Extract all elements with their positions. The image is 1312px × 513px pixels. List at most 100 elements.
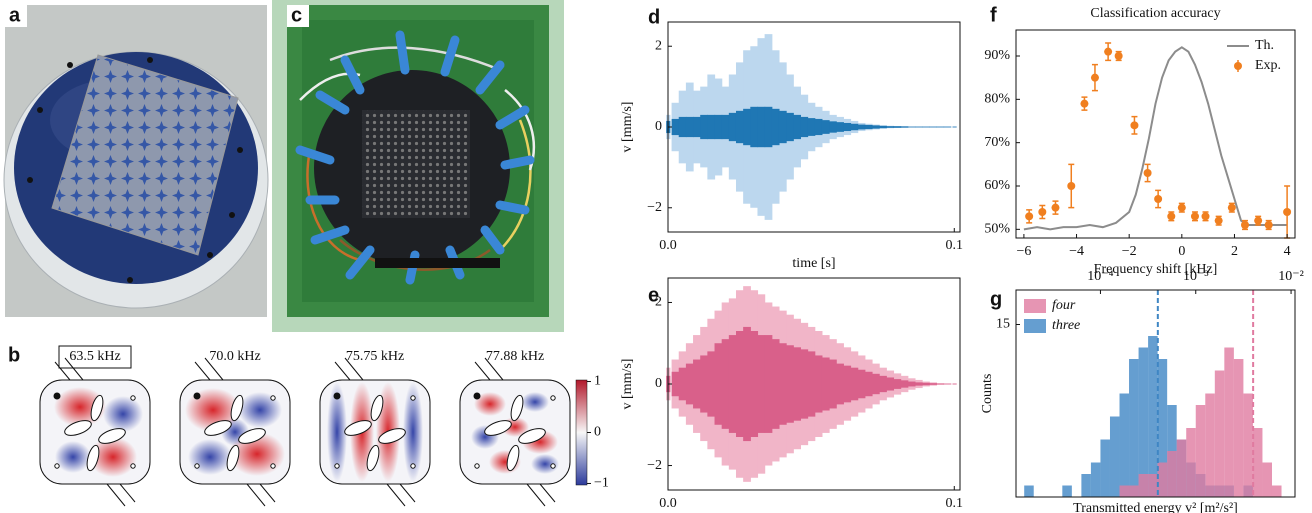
field [531,454,559,474]
x-tick-label: 10⁻⁴ [1087,269,1113,284]
exp-point [1177,203,1186,212]
frequency-label: 77.88 kHz [486,349,544,364]
amplitude [757,335,766,433]
hole [226,444,240,472]
photo-wafer [3,5,269,317]
legend-label: Exp. [1255,58,1281,73]
amplitude [864,124,873,130]
hole [230,394,244,422]
amplitude [952,126,957,128]
field [188,439,232,475]
exp-point [1104,47,1113,56]
amplitude [871,125,880,129]
hist-bar [1195,405,1206,497]
amplitude [907,126,916,128]
amplitude [693,359,701,409]
amplitude [850,123,859,131]
x-tick-label: 0 [1178,244,1185,259]
colorbar [575,379,588,486]
exp-point [1167,212,1176,221]
hist-bar [1205,393,1215,497]
hist-bar [1271,485,1282,497]
field [238,392,282,428]
x-tick-label: −6 [1016,244,1031,259]
amplitude [750,106,759,148]
frequency-label: 70.0 kHz [209,349,260,364]
hist-bar [1214,370,1225,497]
exp-point [1025,212,1034,221]
amplitude [922,382,930,386]
amplitude [886,126,895,128]
axes-frame [1015,289,1296,498]
hist-bar [1129,485,1139,497]
amplitude [778,110,787,144]
hole [90,394,104,422]
exp-point [1264,221,1273,229]
colorbar-tick-label: −1 [594,476,609,491]
y-tick-label: 50% [984,222,1010,237]
amplitude [735,331,744,437]
amplitude [750,331,759,437]
sensor [130,463,136,469]
y-tick-label: 0 [655,119,662,134]
amplitude [764,106,773,148]
exp-point [1067,182,1076,190]
panel-label: c [291,4,302,26]
amplitude [771,339,780,429]
hist-bar [1024,485,1034,497]
amplitude [857,124,866,130]
field [521,392,549,412]
hist-bar [1167,451,1177,497]
y-axis-label: v [mm/s] [620,102,635,153]
y-axis-label: Counts [980,374,995,414]
amplitude [943,383,952,385]
legend-label: Th. [1255,38,1274,53]
amplitude [952,383,957,385]
hole [518,428,546,444]
amplitude [743,108,751,146]
amplitude [929,126,937,128]
sensor [270,395,276,401]
panel-label: f [990,4,997,26]
hist-bar [1138,347,1149,497]
panel-label: d [648,6,660,28]
amplitude [678,367,687,401]
hist-bar [1233,359,1244,497]
exp-point [1214,216,1223,225]
hist-bar [1252,428,1263,497]
amplitude [800,116,809,138]
source [53,392,61,400]
hole [98,428,126,444]
x-tick-label: 4 [1284,244,1291,259]
field [403,382,423,482]
amplitude [728,335,737,433]
hist-bar [1176,439,1187,497]
amplitude [764,335,773,433]
exp-point [1090,73,1099,82]
exp-point [1254,216,1263,225]
hist-bar [1090,462,1101,497]
amplitude [693,116,701,138]
x-tick-label: 2 [1231,244,1238,259]
x-tick-label: −4 [1069,244,1084,259]
hist-bar [1109,416,1120,497]
hist-bar [1157,359,1168,497]
x-tick-label: 0.1 [946,238,964,253]
outline [459,379,571,485]
hist-bar [1062,485,1072,497]
exp-point [1080,99,1089,108]
amplitude [700,355,708,413]
amplitude [829,359,837,409]
hist-bar [1100,439,1110,497]
x-axis-label: time [s] [792,256,835,271]
amplitude [685,116,694,138]
legend-label: four [1052,298,1076,313]
amplitude [807,351,816,417]
amplitude [893,126,902,128]
exp-point [1227,203,1236,212]
field [103,396,143,432]
x-axis-label: Transmitted energy v² [m²/s²] [1073,501,1238,513]
label-box [58,345,132,369]
amplitude [714,114,723,140]
